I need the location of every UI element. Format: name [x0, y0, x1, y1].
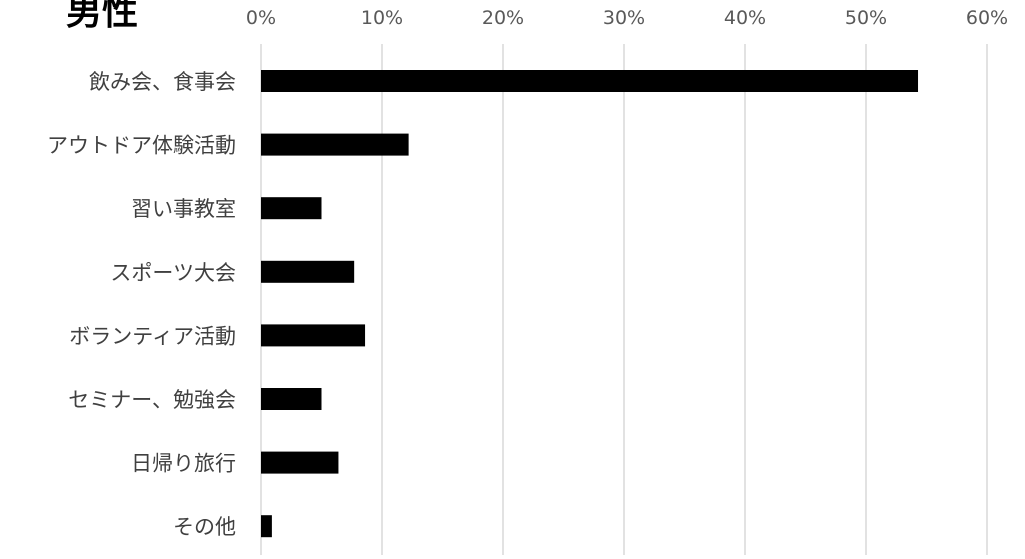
- category-label: ボランティア活動: [69, 324, 236, 348]
- x-tick-label: 0%: [246, 7, 276, 29]
- x-tick-label: 20%: [482, 7, 524, 29]
- bar: [261, 197, 322, 220]
- x-tick-label: 30%: [603, 7, 645, 29]
- bar: [261, 260, 355, 283]
- category-label: 習い事教室: [131, 197, 236, 221]
- chart-title: 男性: [66, 0, 138, 33]
- bars: [261, 70, 919, 538]
- bar: [261, 133, 409, 156]
- bar: [261, 451, 339, 474]
- bar: [261, 515, 272, 538]
- bar: [261, 70, 919, 92]
- bar: [261, 324, 366, 347]
- category-label: その他: [173, 515, 236, 539]
- x-tick-label: 40%: [724, 7, 766, 29]
- category-labels: 飲み会、食事会アウトドア体験活動習い事教室スポーツ大会ボランティア活動セミナー、…: [47, 70, 236, 539]
- x-axis-ticks: 0% 10% 20% 30% 40% 50% 60%: [246, 7, 1008, 29]
- category-label: スポーツ大会: [110, 261, 236, 285]
- x-tick-label: 10%: [361, 7, 403, 29]
- category-label: 日帰り旅行: [131, 452, 236, 476]
- category-label: セミナー、勉強会: [68, 388, 236, 412]
- gridlines: [260, 44, 988, 555]
- bar: [261, 388, 322, 410]
- category-label: アウトドア体験活動: [47, 134, 236, 158]
- category-label: 飲み会、食事会: [89, 70, 236, 94]
- x-tick-label: 50%: [845, 7, 887, 29]
- x-tick-label: 60%: [966, 7, 1008, 29]
